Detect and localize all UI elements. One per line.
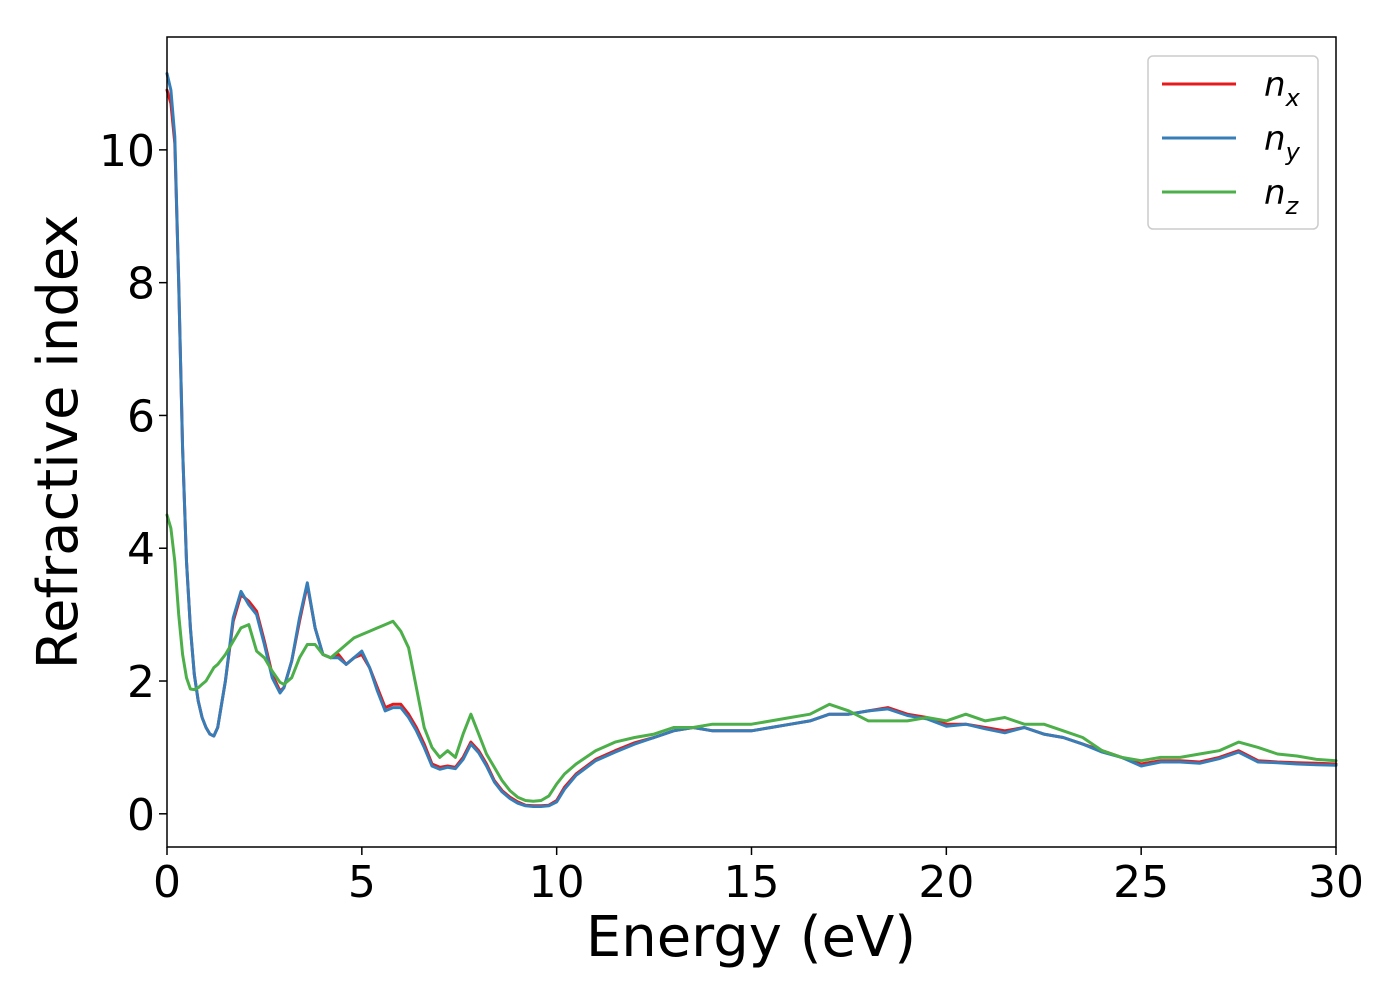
x-axis: 0 5 10 15 20 25 30 bbox=[153, 847, 1364, 908]
legend-label-base: n bbox=[1264, 65, 1286, 105]
legend-label-nx: nx bbox=[1264, 65, 1301, 112]
y-tick-label: 2 bbox=[127, 657, 155, 708]
y-tick-label: 0 bbox=[127, 790, 155, 841]
y-axis: 0 2 4 6 8 10 bbox=[99, 126, 167, 841]
legend-label-nz: nz bbox=[1264, 173, 1300, 220]
y-tick-label: 10 bbox=[99, 126, 155, 177]
x-axis-title: Energy (eV) bbox=[586, 905, 916, 970]
legend-label-subscript: y bbox=[1285, 138, 1301, 166]
legend-label-base: n bbox=[1264, 173, 1286, 213]
x-tick-label: 20 bbox=[918, 857, 974, 908]
y-tick-label: 4 bbox=[127, 524, 155, 575]
legend-label-subscript: z bbox=[1285, 192, 1300, 220]
series-line-ny bbox=[165, 72, 1338, 808]
x-tick-label: 25 bbox=[1113, 857, 1169, 908]
x-tick-label: 10 bbox=[529, 857, 585, 908]
x-tick-label: 15 bbox=[724, 857, 780, 908]
legend-label-ny: ny bbox=[1264, 119, 1301, 166]
series-line-nz bbox=[165, 513, 1338, 803]
y-tick-label: 8 bbox=[127, 259, 155, 310]
legend-label-base: n bbox=[1264, 119, 1286, 159]
x-tick-label: 30 bbox=[1308, 857, 1364, 908]
y-axis-title: Refractive index bbox=[26, 215, 91, 670]
x-tick-label: 5 bbox=[348, 857, 376, 908]
series-lines bbox=[165, 72, 1338, 808]
y-tick-label: 6 bbox=[127, 391, 155, 442]
legend-label-subscript: x bbox=[1285, 84, 1301, 112]
legend-box bbox=[1147, 55, 1319, 230]
x-tick-label: 0 bbox=[153, 857, 181, 908]
